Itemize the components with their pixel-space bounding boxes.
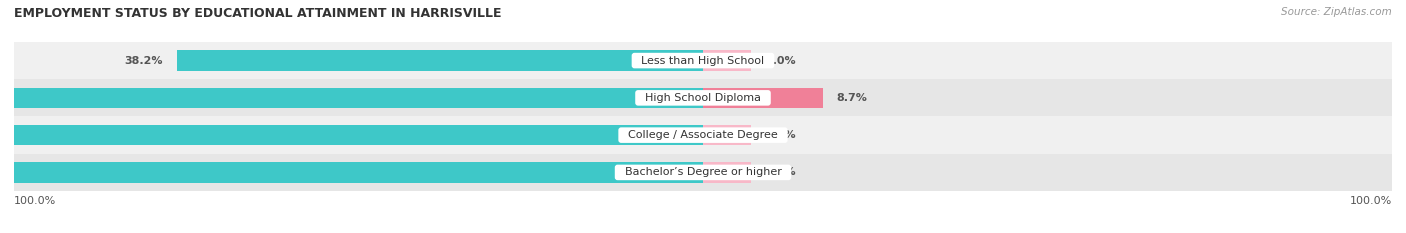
Text: Source: ZipAtlas.com: Source: ZipAtlas.com (1281, 7, 1392, 17)
Bar (0, 88, 703, 108)
Text: 0.0%: 0.0% (765, 130, 796, 140)
Text: College / Associate Degree: College / Associate Degree (621, 130, 785, 140)
Bar (0, 162, 703, 183)
Text: 0.0%: 0.0% (765, 56, 796, 65)
Bar (703, 50, 751, 71)
Bar (703, 125, 751, 145)
Text: 100.0%: 100.0% (14, 195, 56, 206)
Bar (14, 42, 1392, 79)
Bar (703, 88, 823, 108)
Text: 0.0%: 0.0% (765, 168, 796, 177)
Text: High School Diploma: High School Diploma (638, 93, 768, 103)
Bar (14, 79, 1392, 116)
Text: EMPLOYMENT STATUS BY EDUCATIONAL ATTAINMENT IN HARRISVILLE: EMPLOYMENT STATUS BY EDUCATIONAL ATTAINM… (14, 7, 502, 20)
Text: Bachelor’s Degree or higher: Bachelor’s Degree or higher (617, 168, 789, 177)
Bar (14, 116, 1392, 154)
Bar (0, 125, 703, 145)
Bar (703, 162, 751, 183)
Text: 100.0%: 100.0% (1350, 195, 1392, 206)
Text: 38.2%: 38.2% (124, 56, 163, 65)
Bar (14, 154, 1392, 191)
Text: Less than High School: Less than High School (634, 56, 772, 65)
Bar (177, 50, 703, 71)
Text: 8.7%: 8.7% (837, 93, 868, 103)
